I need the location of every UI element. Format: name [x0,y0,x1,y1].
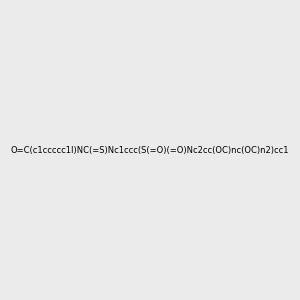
Text: O=C(c1ccccc1I)NC(=S)Nc1ccc(S(=O)(=O)Nc2cc(OC)nc(OC)n2)cc1: O=C(c1ccccc1I)NC(=S)Nc1ccc(S(=O)(=O)Nc2c… [11,146,289,154]
